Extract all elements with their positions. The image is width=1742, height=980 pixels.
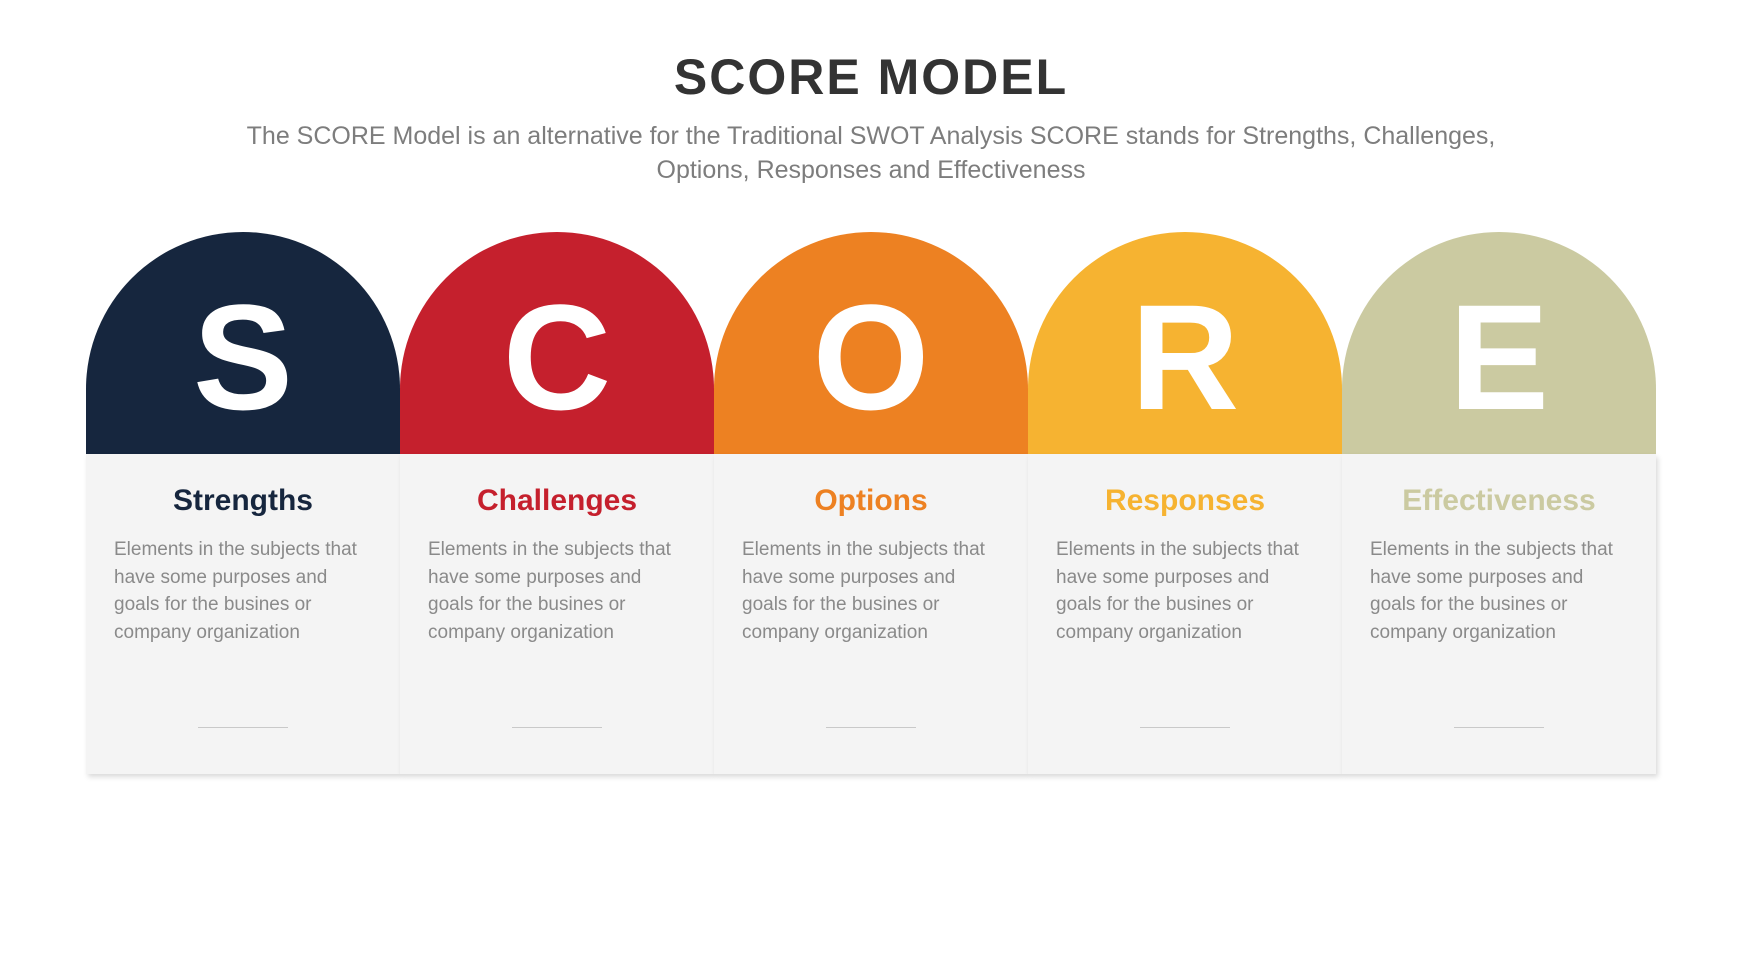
page-subtitle: The SCORE Model is an alternative for th… [221, 120, 1521, 188]
card-rule [1454, 727, 1544, 728]
letter-c: C [503, 282, 611, 432]
card-desc-strengths: Elements in the subjects that have some … [114, 536, 372, 646]
card-options: Options Elements in the subjects that ha… [714, 454, 1028, 774]
card-rule [1140, 727, 1230, 728]
item-responses: R Responses Elements in the subjects tha… [1028, 232, 1342, 774]
letter-e: E [1449, 282, 1549, 432]
arch-strengths: S [86, 232, 400, 454]
page-title: SCORE MODEL [0, 48, 1742, 106]
card-title-options: Options [814, 484, 927, 518]
arch-challenges: C [400, 232, 714, 454]
card-desc-options: Elements in the subjects that have some … [742, 536, 1000, 646]
card-effectiveness: Effectiveness Elements in the subjects t… [1342, 454, 1656, 774]
card-desc-responses: Elements in the subjects that have some … [1056, 536, 1314, 646]
letter-r: R [1131, 282, 1239, 432]
letter-o: O [813, 282, 930, 432]
arch-effectiveness: E [1342, 232, 1656, 454]
card-strengths: Strengths Elements in the subjects that … [86, 454, 400, 774]
item-options: O Options Elements in the subjects that … [714, 232, 1028, 774]
card-desc-challenges: Elements in the subjects that have some … [428, 536, 686, 646]
card-title-responses: Responses [1105, 484, 1265, 518]
card-title-challenges: Challenges [477, 484, 637, 518]
card-rule [512, 727, 602, 728]
card-rule [198, 727, 288, 728]
card-responses: Responses Elements in the subjects that … [1028, 454, 1342, 774]
item-effectiveness: E Effectiveness Elements in the subjects… [1342, 232, 1656, 774]
header: SCORE MODEL The SCORE Model is an altern… [0, 0, 1742, 188]
letter-s: S [193, 282, 293, 432]
arch-responses: R [1028, 232, 1342, 454]
card-desc-effectiveness: Elements in the subjects that have some … [1370, 536, 1628, 646]
card-title-strengths: Strengths [173, 484, 313, 518]
card-challenges: Challenges Elements in the subjects that… [400, 454, 714, 774]
arch-options: O [714, 232, 1028, 454]
card-rule [826, 727, 916, 728]
item-strengths: S Strengths Elements in the subjects tha… [86, 232, 400, 774]
item-challenges: C Challenges Elements in the subjects th… [400, 232, 714, 774]
score-items-row: S Strengths Elements in the subjects tha… [86, 232, 1656, 774]
score-model-infographic: SCORE MODEL The SCORE Model is an altern… [0, 0, 1742, 980]
card-title-effectiveness: Effectiveness [1402, 484, 1595, 518]
